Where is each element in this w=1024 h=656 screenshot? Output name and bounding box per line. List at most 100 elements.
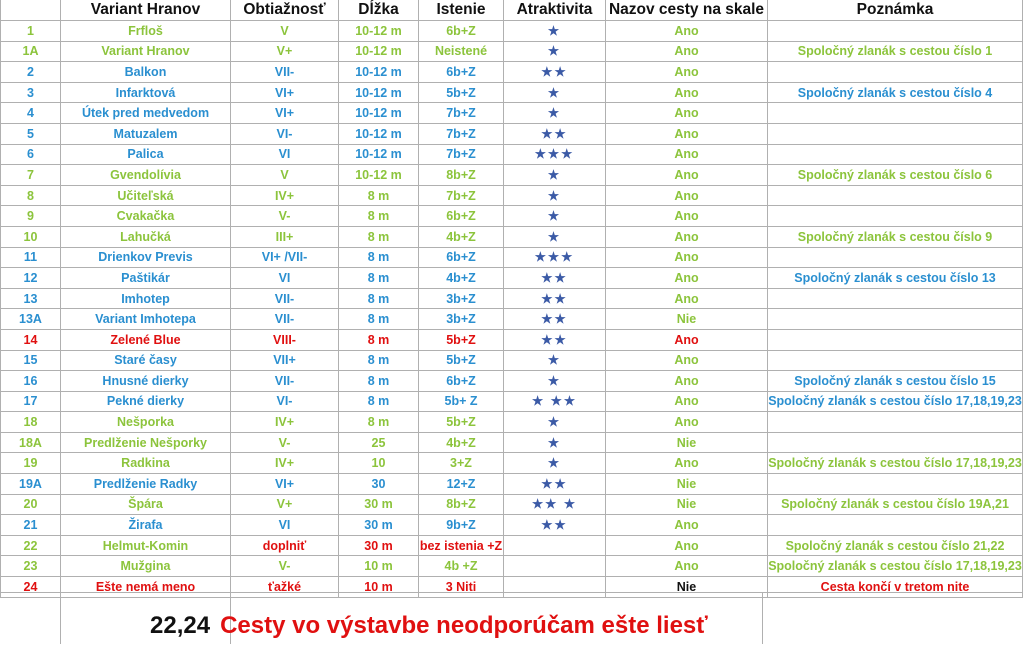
route-note <box>767 328 1023 351</box>
footer-col-line <box>762 592 763 644</box>
route-name: Zelené Blue <box>60 328 231 351</box>
route-protection: 3+Z <box>418 452 504 475</box>
route-length: 10 m <box>338 555 419 578</box>
route-note <box>767 122 1023 145</box>
route-sign-on-rock: Ano <box>605 287 768 310</box>
route-sign-on-rock: Ano <box>605 122 768 145</box>
route-sign-on-rock: Ano <box>605 61 768 83</box>
route-number: 18 <box>0 411 61 433</box>
route-note: Spoločný zlanák s cestou číslo 9 <box>767 225 1023 248</box>
route-name: Drienkov Previs <box>60 246 231 269</box>
route-grade: IV+ <box>230 184 339 207</box>
routes-body: 1 Frfloš V 10-12 m 6b+Z ★ Ano 1A Variant Hranov V… <box>0 20 1023 598</box>
route-number: 8 <box>0 184 61 207</box>
table-row: 6 Palica VI 10-12 m 7b+Z ★★★ Ano <box>0 143 1023 166</box>
route-protection: 4b+Z <box>418 267 504 289</box>
route-grade: VII- <box>230 61 339 83</box>
route-rating-stars: ★★ <box>503 287 606 310</box>
route-length: 8 m <box>338 308 419 330</box>
route-sign-on-rock: Ano <box>605 328 768 351</box>
route-rating-stars: ★ <box>503 431 606 454</box>
route-name: Nešporka <box>60 411 231 433</box>
route-name: Lahučká <box>60 225 231 248</box>
route-number: 11 <box>0 246 61 269</box>
route-protection: 6b+Z <box>418 205 504 227</box>
route-protection: 5b+ Z <box>418 390 504 413</box>
route-name: Predlženie Nešporky <box>60 431 231 454</box>
route-grade: V <box>230 164 339 186</box>
route-name: Balkon <box>60 61 231 83</box>
route-note: Spoločný zlanák s cestou číslo 13 <box>767 267 1023 289</box>
route-grade: VI- <box>230 390 339 413</box>
route-rating-stars: ★★ ★ <box>503 493 606 516</box>
route-rating-stars: ★ <box>503 20 606 42</box>
route-length: 10-12 m <box>338 61 419 83</box>
table-row: 10 Lahučká III+ 8 m 4b+Z ★ Ano Spoločný zlanák … <box>0 225 1023 248</box>
route-name: Útek pred medvedom <box>60 102 231 124</box>
table-row: 19 Radkina IV+ 10 3+Z ★ Ano Spoločný zlanák s c… <box>0 452 1023 475</box>
route-note: Spoločný zlanák s cestou číslo 6 <box>767 164 1023 186</box>
table-row: 15 Staré časy VII+ 8 m 5b+Z ★ Ano <box>0 349 1023 372</box>
route-grade: VI <box>230 514 339 536</box>
route-number: 5 <box>0 122 61 145</box>
route-rating-stars <box>503 555 606 578</box>
route-grade: V- <box>230 555 339 578</box>
route-note: Spoločný zlanák s cestou číslo 17,18,19,… <box>767 452 1023 475</box>
route-name: Gvendolívia <box>60 164 231 186</box>
table-row: 17 Pekné dierky VI- 8 m 5b+ Z ★ ★★ Ano Spoločný… <box>0 390 1023 413</box>
header-note: Poznámka <box>767 0 1023 21</box>
route-length: 8 m <box>338 390 419 413</box>
header-name: Variant Hranov <box>60 0 231 21</box>
route-grade: VII- <box>230 370 339 392</box>
route-length: 10 <box>338 452 419 475</box>
footer-col-line <box>60 592 61 644</box>
route-protection: 6b+Z <box>418 61 504 83</box>
route-protection: 8b+Z <box>418 493 504 516</box>
footer-col-line <box>230 592 231 644</box>
route-note: Spoločný zlanák s cestou číslo 17,18,19,… <box>767 390 1023 413</box>
route-sign-on-rock: Ano <box>605 81 768 104</box>
route-protection: 7b+Z <box>418 143 504 166</box>
route-sign-on-rock: Nie <box>605 431 768 454</box>
route-number: 22 <box>0 534 61 557</box>
route-number: 13A <box>0 308 61 330</box>
route-length: 30 m <box>338 514 419 536</box>
route-sign-on-rock: Ano <box>605 246 768 269</box>
route-note <box>767 102 1023 124</box>
route-number: 23 <box>0 555 61 578</box>
route-name: Pekné dierky <box>60 390 231 413</box>
route-rating-stars: ★ <box>503 164 606 186</box>
route-sign-on-rock: Ano <box>605 370 768 392</box>
route-protection: 5b+Z <box>418 411 504 433</box>
route-name: Variant Imhotepa <box>60 308 231 330</box>
route-length: 10-12 m <box>338 122 419 145</box>
route-number: 9 <box>0 205 61 227</box>
route-grade: VI <box>230 267 339 289</box>
route-note: Spoločný zlanák s cestou číslo 1 <box>767 40 1023 63</box>
route-grade: V+ <box>230 40 339 63</box>
table-row: 16 Hnusné dierky VII- 8 m 6b+Z ★ Ano Spoločný z… <box>0 370 1023 392</box>
route-note <box>767 431 1023 454</box>
route-note: Spoločný zlanák s cestou číslo 17,18,19,… <box>767 555 1023 578</box>
route-number: 20 <box>0 493 61 516</box>
table-row: 9 Cvakačka V- 8 m 6b+Z ★ Ano <box>0 205 1023 227</box>
route-note: Spoločný zlanák s cestou číslo 21,22 <box>767 534 1023 557</box>
route-grade: VI+ <box>230 473 339 495</box>
route-length: 10-12 m <box>338 143 419 166</box>
route-note <box>767 143 1023 166</box>
route-sign-on-rock: Ano <box>605 267 768 289</box>
route-length: 8 m <box>338 225 419 248</box>
route-protection: 6b+Z <box>418 20 504 42</box>
route-name: Staré časy <box>60 349 231 372</box>
route-grade: V- <box>230 431 339 454</box>
route-note: Spoločný zlanák s cestou číslo 4 <box>767 81 1023 104</box>
route-length: 30 m <box>338 493 419 516</box>
route-grade: III+ <box>230 225 339 248</box>
route-protection: 5b+Z <box>418 349 504 372</box>
route-sign-on-rock: Ano <box>605 349 768 372</box>
route-note <box>767 473 1023 495</box>
route-name: Hnusné dierky <box>60 370 231 392</box>
route-name: Infarktová <box>60 81 231 104</box>
route-sign-on-rock: Ano <box>605 102 768 124</box>
route-rating-stars <box>503 534 606 557</box>
